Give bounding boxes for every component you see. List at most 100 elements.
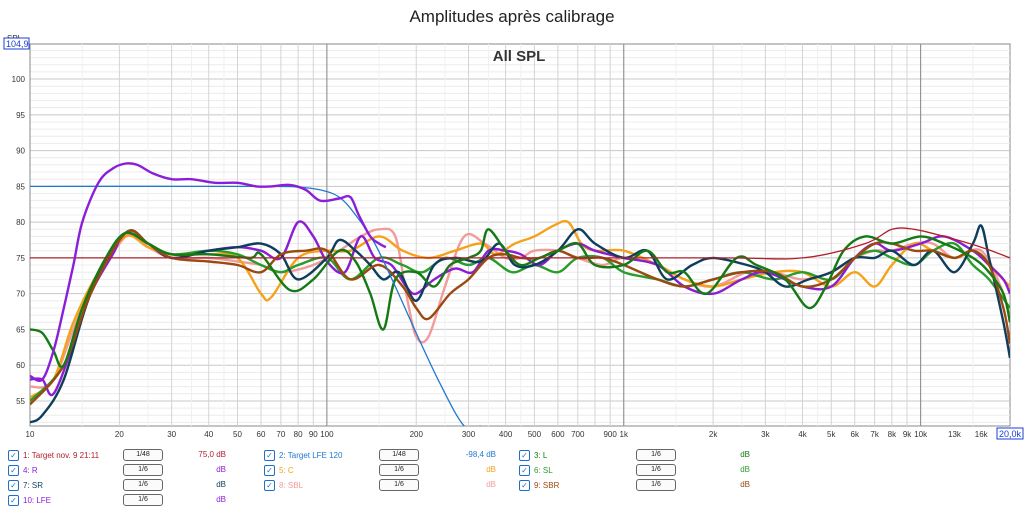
legend-checkbox[interactable]: ✓	[519, 450, 530, 461]
x-tick-label: 80	[294, 430, 303, 439]
x-tick-label: 2k	[709, 430, 718, 439]
legend-checkbox[interactable]: ✓	[264, 450, 275, 461]
legend-item[interactable]: ✓ 6: SL	[519, 462, 644, 479]
legend-item[interactable]: ✓ 7: SR	[8, 477, 133, 494]
series-line-l	[30, 228, 1010, 369]
legend-item[interactable]: ✓ 5: C	[264, 462, 389, 479]
x-tick-label: 6k	[851, 430, 860, 439]
legend-checkbox[interactable]: ✓	[8, 450, 19, 461]
legend-item[interactable]: ✓ 3: L	[519, 447, 644, 464]
series-group	[30, 162, 1010, 426]
legend-value: dB	[216, 495, 226, 504]
legend-name: 10: LFE	[23, 496, 52, 505]
y-tick-label: 85	[16, 182, 25, 191]
legend-name: 9: SBR	[534, 481, 560, 490]
x-tick-label: 10	[26, 430, 35, 439]
smoothing-button[interactable]: 1/6	[632, 464, 680, 476]
x-tick-label: 200	[410, 430, 424, 439]
x-tick-label: 500	[528, 430, 542, 439]
x-tick-label: 100	[320, 430, 334, 439]
series-line-lfe	[30, 162, 387, 382]
legend-item[interactable]: ✓ 4: R	[8, 462, 133, 479]
x-max-box[interactable]	[996, 427, 1024, 440]
checkmark-icon: ✓	[10, 466, 17, 475]
legend-value: dB	[486, 465, 496, 474]
legend-name: 7: SR	[23, 481, 44, 490]
x-tick-label: 700	[571, 430, 585, 439]
legend-item[interactable]: ✓ 8: SBL	[264, 477, 389, 494]
x-tick-label: 70	[276, 430, 285, 439]
y-tick-label: 55	[16, 397, 25, 406]
x-tick-label: 4k	[798, 430, 807, 439]
smoothing-button[interactable]: 1/6	[632, 479, 680, 491]
y-axis: 55 60 65 70 75 80 85 90 95 100	[12, 75, 26, 406]
y-tick-label: 75	[16, 254, 25, 263]
legend-value: dB	[740, 480, 750, 489]
x-tick-label: 40	[204, 430, 213, 439]
y-max-label: 104,9	[6, 39, 29, 49]
legend-name: 4: R	[23, 466, 38, 475]
smoothing-button[interactable]: 1/6	[119, 479, 167, 491]
checkmark-icon: ✓	[10, 451, 17, 460]
y-tick-label: 60	[16, 361, 25, 370]
spl-chart[interactable]: 55 60 65 70 75 80 85 90 95 100 10 20 30 40 50 60 70 80 90…	[0, 0, 1024, 446]
smoothing-button[interactable]: 1/6	[119, 494, 167, 506]
legend-item[interactable]: ✓ 2: Target LFE 120	[264, 447, 389, 464]
legend-name: 2: Target LFE 120	[279, 451, 343, 460]
smoothing-button[interactable]: 1/6	[632, 449, 680, 461]
legend-checkbox[interactable]: ✓	[264, 480, 275, 491]
x-tick-label: 5k	[827, 430, 836, 439]
y-tick-label: 95	[16, 111, 25, 120]
legend-value: dB	[740, 450, 750, 459]
smoothing-button[interactable]: 1/6	[375, 464, 423, 476]
x-tick-label: 400	[499, 430, 513, 439]
x-axis: 10 20 30 40 50 60 70 80 90 100 200 300 400 500 600 700 9…	[26, 430, 989, 439]
legend-value: -98,4 dB	[465, 450, 496, 459]
checkmark-icon: ✓	[266, 481, 273, 490]
legend-item[interactable]: ✓ 10: LFE	[8, 492, 133, 509]
x-tick-label: 1k	[620, 430, 629, 439]
legend-name: 1: Target nov. 9 21:11	[23, 451, 100, 460]
plot-area[interactable]	[29, 43, 1011, 427]
legend-item[interactable]: ✓ 9: SBR	[519, 477, 644, 494]
smoothing-button[interactable]: 1/48	[119, 449, 167, 461]
x-tick-label: 30	[167, 430, 176, 439]
legend-value: dB	[216, 465, 226, 474]
legend-checkbox[interactable]: ✓	[519, 480, 530, 491]
legend-name: 6: SL	[534, 466, 553, 475]
smoothing-button[interactable]: 1/48	[375, 449, 423, 461]
legend-checkbox[interactable]: ✓	[519, 465, 530, 476]
x-tick-label: 9k	[903, 430, 912, 439]
x-tick-label: 13k	[948, 430, 962, 439]
x-tick-label: 10k	[914, 430, 928, 439]
y-tick-label: 80	[16, 218, 25, 227]
y-max-box[interactable]	[3, 37, 30, 50]
x-tick-label: 50	[233, 430, 242, 439]
legend-checkbox[interactable]: ✓	[8, 465, 19, 476]
legend-value: dB	[216, 480, 226, 489]
x-tick-label: 900	[603, 430, 617, 439]
checkmark-icon: ✓	[521, 451, 528, 460]
legend-item[interactable]: ✓ 1: Target nov. 9 21:11	[8, 447, 133, 464]
smoothing-button[interactable]: 1/6	[119, 464, 167, 476]
window-title: Amplitudes après calibrage	[409, 7, 615, 26]
chart-title: All SPL	[493, 48, 546, 65]
legend-checkbox[interactable]: ✓	[264, 465, 275, 476]
checkmark-icon: ✓	[10, 496, 17, 505]
checkmark-icon: ✓	[266, 466, 273, 475]
checkmark-icon: ✓	[521, 481, 528, 490]
x-tick-label: 600	[551, 430, 565, 439]
legend-checkbox[interactable]: ✓	[8, 495, 19, 506]
x-tick-label: 60	[257, 430, 266, 439]
checkmark-icon: ✓	[521, 466, 528, 475]
legend-name: 5: C	[279, 466, 294, 475]
legend-name: 3: L	[534, 451, 548, 460]
grid	[29, 44, 1010, 426]
y-tick-label: 70	[16, 290, 25, 299]
legend-checkbox[interactable]: ✓	[8, 480, 19, 491]
y-tick-label: 90	[16, 147, 25, 156]
smoothing-button[interactable]: 1/6	[375, 479, 423, 491]
x-tick-label: 90	[309, 430, 318, 439]
x-tick-label: 8k	[888, 430, 897, 439]
checkmark-icon: ✓	[10, 481, 17, 490]
